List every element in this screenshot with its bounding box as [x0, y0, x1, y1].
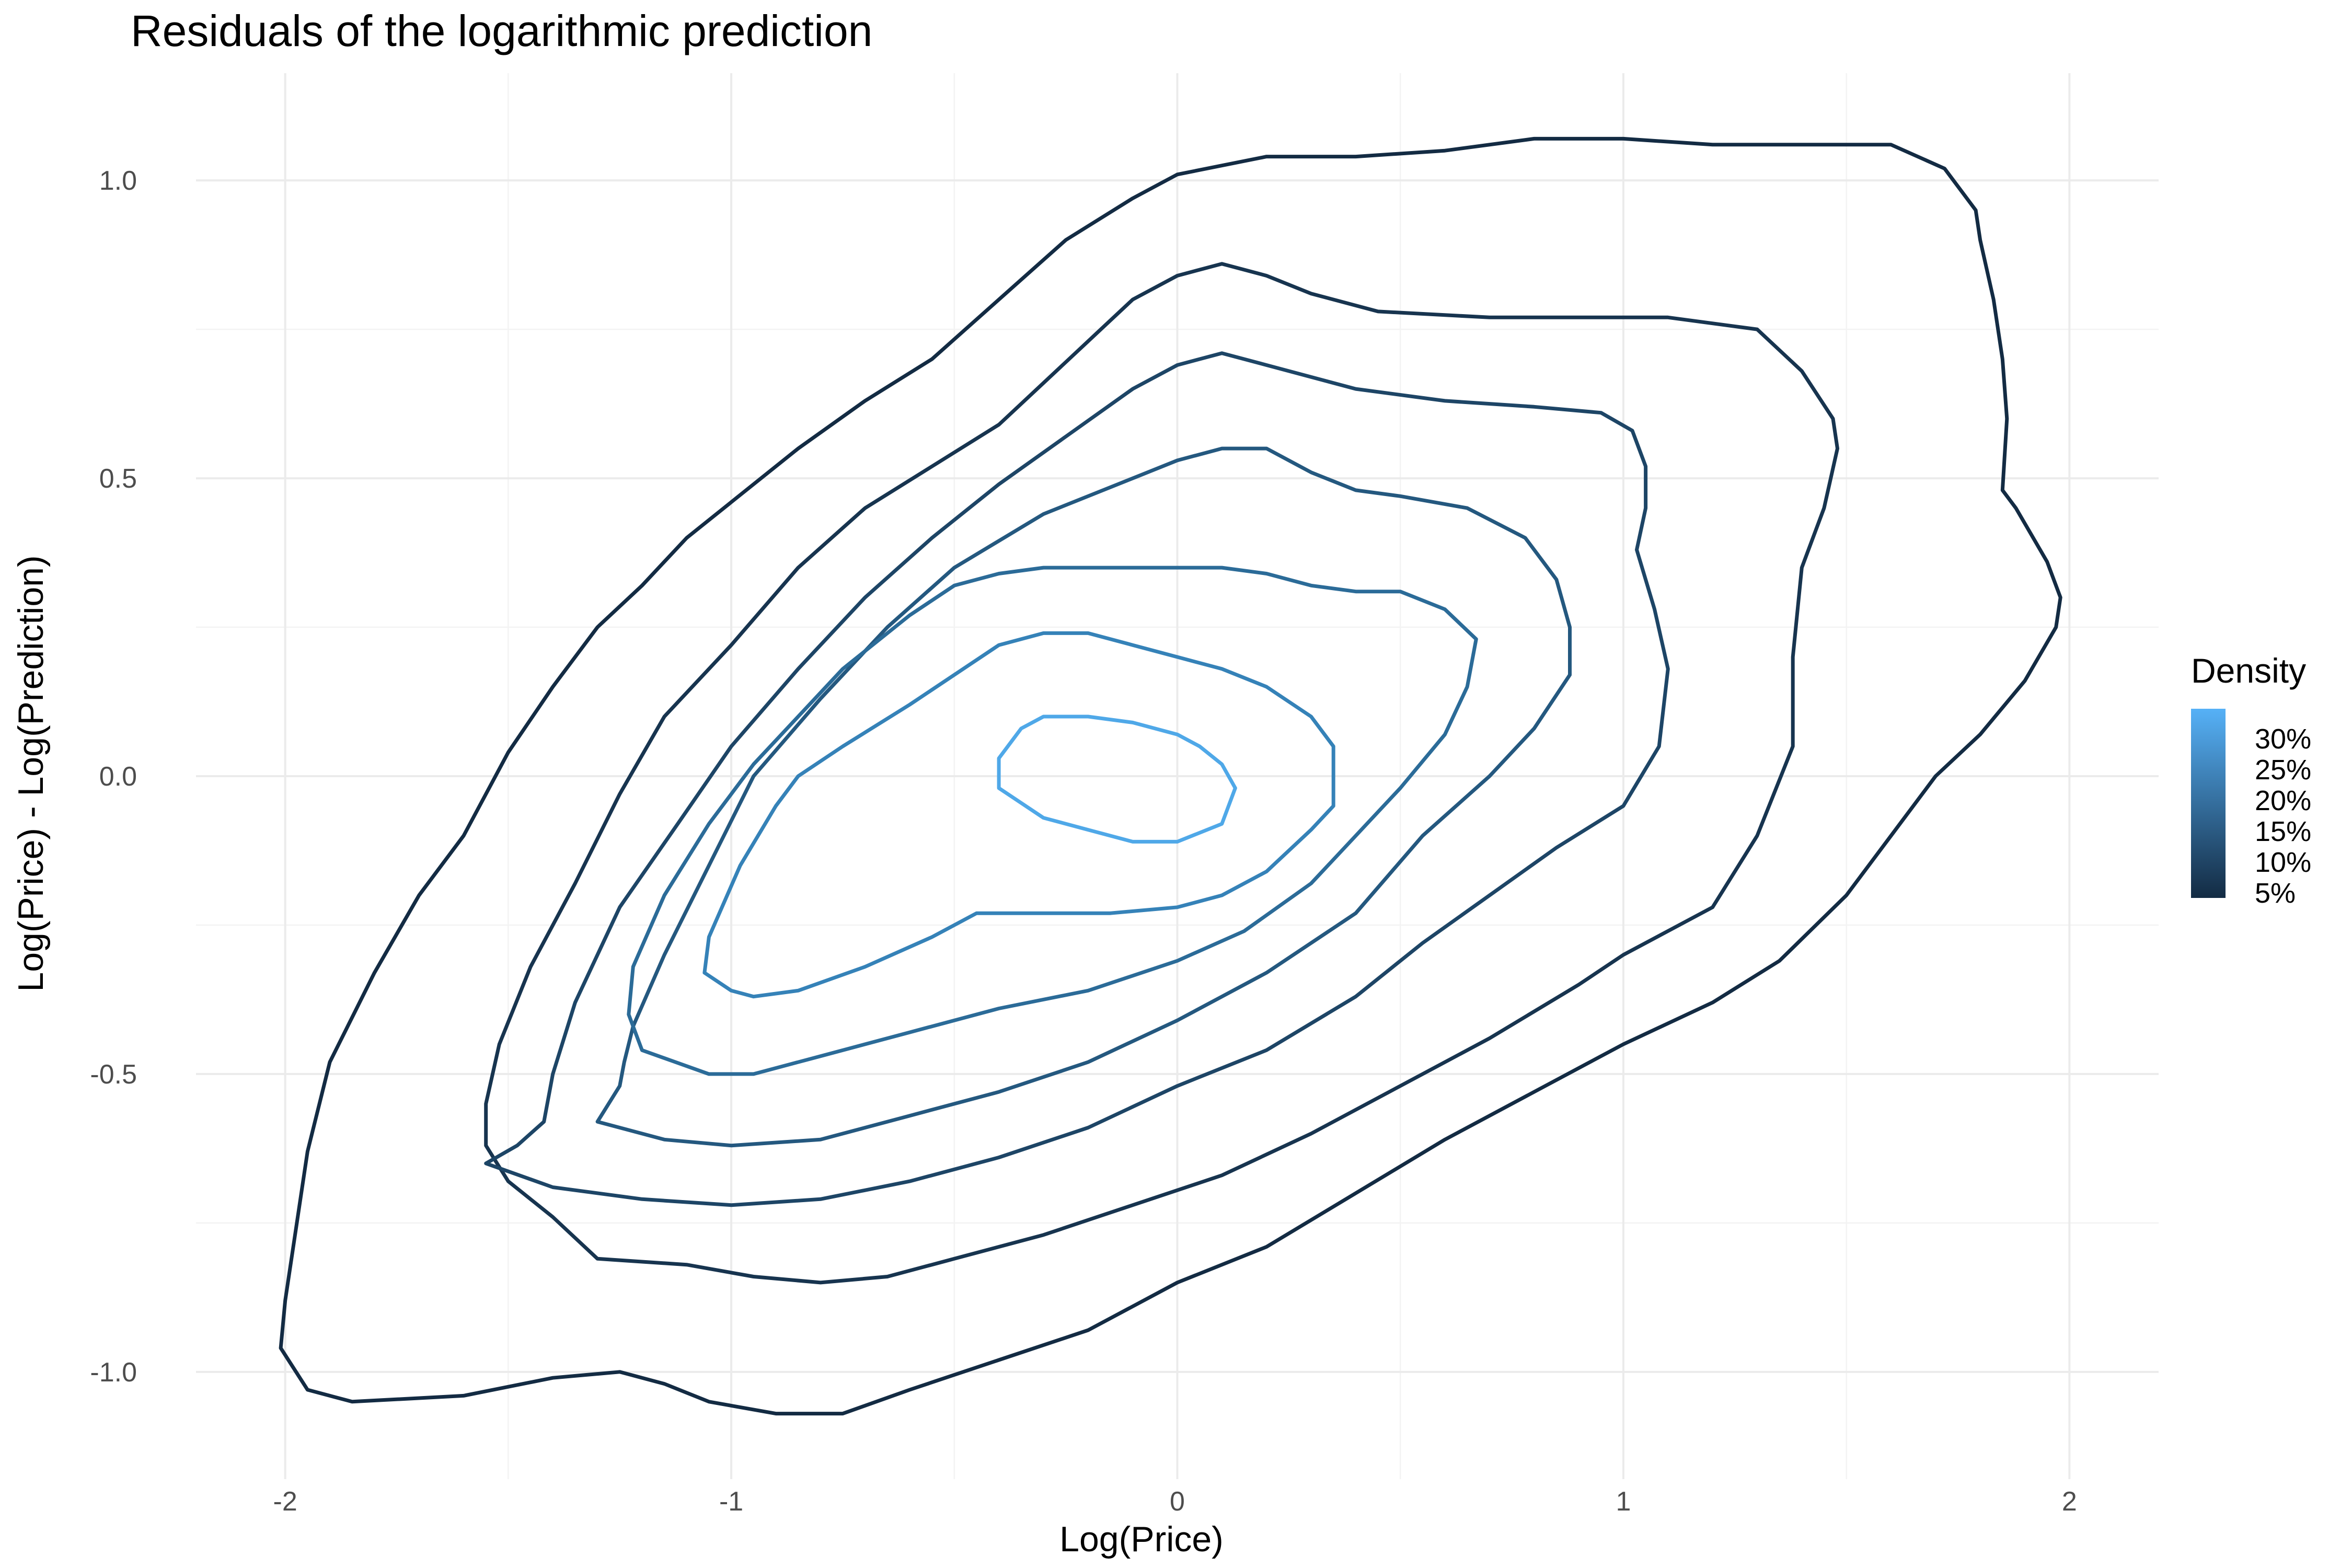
legend-label: 5%: [2255, 878, 2296, 909]
legend: Density 30%25%20%15%10%5%: [2191, 651, 2311, 909]
x-tick-label: 0: [1170, 1486, 1185, 1517]
x-tick-label: 1: [1616, 1486, 1631, 1517]
contour-lines: [279, 136, 2062, 1416]
y-tick-label: 0.0: [99, 762, 137, 792]
contour-line-5: [627, 566, 1478, 1076]
y-axis-title: Log(Price) - Log(Prediction): [11, 555, 51, 991]
chart-title: Residuals of the logarithmic prediction: [131, 6, 872, 55]
legend-label: 20%: [2255, 785, 2311, 816]
legend-label: 15%: [2255, 816, 2311, 847]
y-axis-ticks: -1.0 -0.5 0.0 0.5 1.0: [90, 166, 137, 1388]
x-axis-ticks: -2 -1 0 1 2: [273, 1486, 2077, 1517]
y-tick-label: -0.5: [90, 1059, 137, 1090]
legend-label: 10%: [2255, 847, 2311, 878]
legend-title: Density: [2191, 651, 2306, 690]
x-tick-label: -1: [719, 1486, 743, 1517]
contour-line-2: [484, 262, 1839, 1285]
x-tick-label: 2: [2062, 1486, 2077, 1517]
legend-labels: 30%25%20%15%10%5%: [2255, 723, 2311, 909]
major-gridlines: [196, 73, 2159, 1479]
contour-line-6: [702, 631, 1335, 999]
legend-label: 25%: [2255, 754, 2311, 786]
x-axis-title: Log(Price): [1059, 1519, 1224, 1559]
legend-label: 30%: [2255, 723, 2311, 755]
contour-line-4: [595, 446, 1572, 1148]
x-tick-label: -2: [273, 1486, 297, 1517]
y-tick-label: 0.5: [99, 464, 137, 494]
y-tick-label: -1.0: [90, 1357, 137, 1388]
legend-colorbar: [2191, 709, 2226, 898]
contour-line-1: [279, 136, 2062, 1416]
y-tick-label: 1.0: [99, 166, 137, 196]
contour-line-3: [484, 351, 1670, 1207]
contour-line-7: [997, 714, 1237, 844]
